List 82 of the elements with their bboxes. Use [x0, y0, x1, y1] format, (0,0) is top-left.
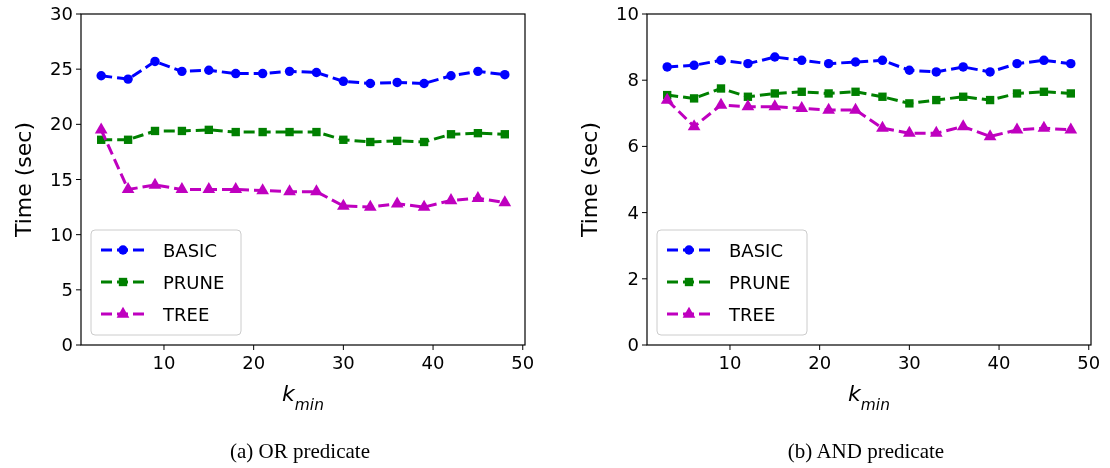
y-tick-label: 30: [50, 3, 73, 24]
x-tick-label: 20: [242, 352, 266, 373]
x-tick-label: 30: [331, 352, 355, 373]
y-tick-label: 4: [627, 201, 639, 223]
point: [392, 77, 402, 88]
y-tick-label: 10: [616, 3, 639, 24]
point: [283, 184, 296, 196]
point: [312, 127, 321, 137]
point: [94, 122, 108, 134]
x-tick-label: 30: [897, 352, 921, 373]
point: [202, 182, 216, 194]
point: [148, 177, 162, 189]
point: [337, 198, 350, 210]
point: [175, 182, 189, 194]
y-tick-label: 15: [50, 168, 73, 190]
point: [365, 78, 375, 89]
x-axis-title: k$_{min}$: [848, 381, 890, 414]
x-tick-label: 40: [987, 352, 1011, 373]
point: [339, 135, 348, 144]
text: (a) OR predicate: [230, 439, 370, 463]
y-axis-title: Time (sec): [11, 121, 36, 239]
point: [446, 130, 456, 139]
point: [96, 71, 106, 81]
point: [311, 67, 322, 78]
y-tick-label: 8: [627, 69, 639, 91]
point: [419, 78, 429, 89]
legend-label: TREE: [162, 304, 210, 325]
point: [257, 68, 268, 79]
point: [150, 56, 160, 67]
point: [150, 126, 160, 136]
point: [338, 76, 349, 87]
point: [177, 126, 187, 136]
y-tick-label: 20: [50, 113, 73, 135]
point: [366, 137, 375, 147]
y-tick-label: 2: [627, 267, 639, 289]
y-tick-label: 6: [627, 135, 639, 157]
y-axis-title: Time (sec): [577, 121, 602, 239]
point: [471, 190, 485, 202]
text: (b) AND predicate: [787, 439, 945, 463]
point: [473, 66, 483, 77]
y-tick-label: 0: [61, 334, 73, 355]
point: [123, 74, 133, 84]
x-tick-label: 10: [152, 352, 176, 373]
y-tick-label: 5: [61, 278, 73, 300]
x-tick-label: 20: [808, 352, 832, 373]
point: [310, 184, 323, 196]
point: [390, 196, 404, 208]
point: [121, 182, 135, 194]
legend-label: TREE: [728, 304, 776, 325]
point: [500, 69, 510, 80]
point: [419, 137, 429, 147]
legend-label: PRUNE: [729, 272, 791, 293]
point: [284, 66, 295, 77]
point: [177, 66, 187, 77]
y-tick-label: 0: [627, 334, 639, 355]
legend-label: BASIC: [163, 240, 217, 261]
legend-label: PRUNE: [163, 272, 225, 293]
point: [204, 65, 214, 75]
point: [473, 128, 483, 138]
point: [258, 127, 267, 137]
point: [500, 130, 509, 139]
x-tick-label: 50: [511, 352, 535, 373]
point: [363, 199, 377, 211]
point: [256, 183, 269, 195]
point: [446, 71, 456, 81]
point: [231, 127, 240, 137]
x-tick-label: 10: [718, 352, 742, 373]
point: [417, 199, 431, 211]
point: [231, 68, 241, 79]
point: [444, 193, 458, 205]
point: [123, 135, 133, 144]
point: [285, 127, 294, 137]
point: [204, 125, 213, 135]
point: [229, 182, 243, 194]
y-tick-label: 25: [50, 58, 73, 80]
point: [393, 136, 402, 146]
point: [498, 195, 512, 207]
x-axis-title: k$_{min}$: [282, 381, 324, 414]
x-tick-label: 40: [421, 352, 445, 373]
x-tick-label: 50: [1077, 352, 1101, 373]
legend-label: BASIC: [729, 240, 783, 261]
y-tick-label: 10: [50, 223, 73, 245]
